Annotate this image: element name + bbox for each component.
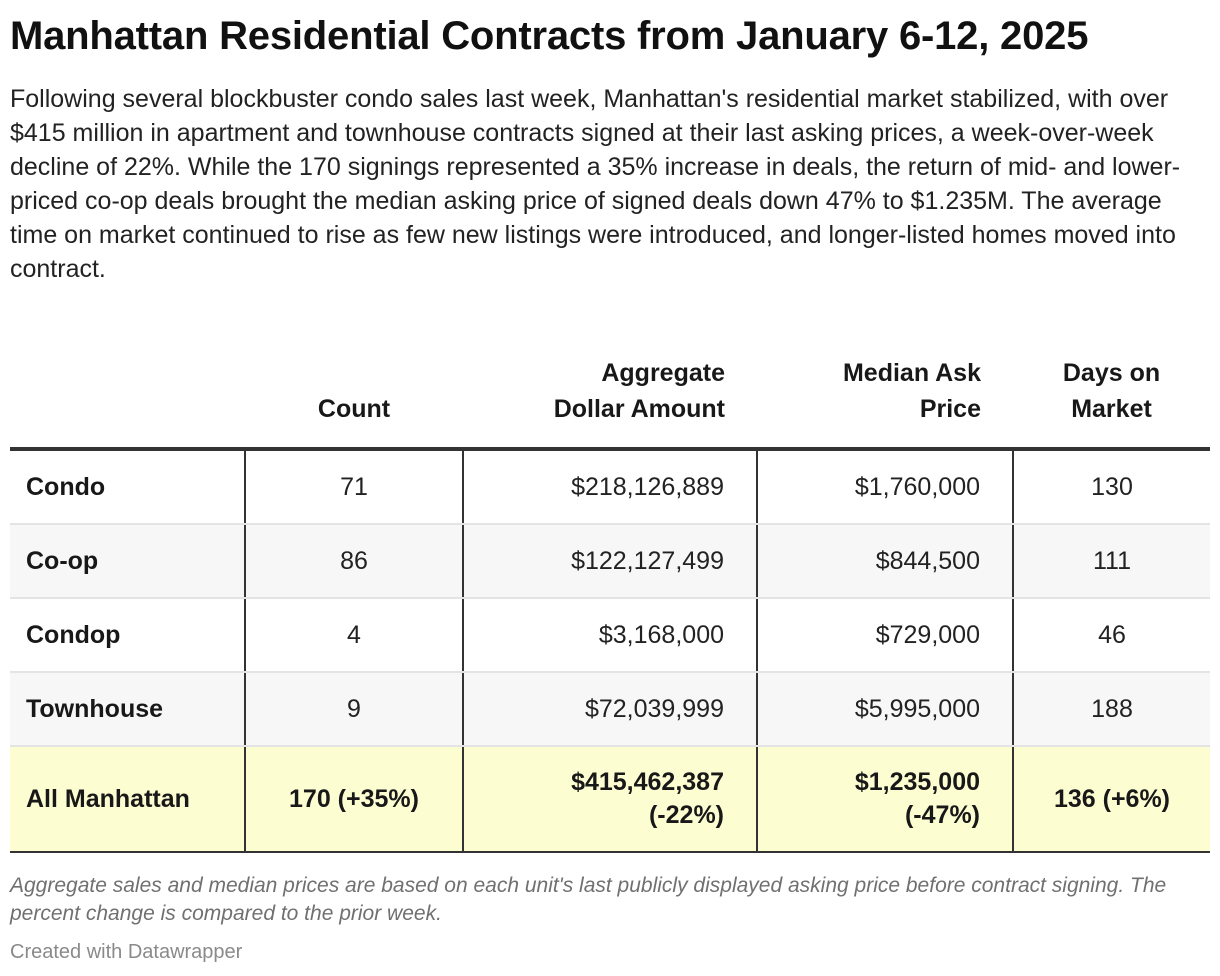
header-days-line1: Days on bbox=[1062, 359, 1161, 387]
total-median-change: (-47%) bbox=[904, 801, 980, 829]
cell-aggregate: $218,126,889 bbox=[462, 449, 757, 525]
cell-count: 4 bbox=[244, 598, 463, 673]
cell-type: Condop bbox=[10, 598, 245, 673]
cell-type: Co-op bbox=[10, 524, 245, 599]
cell-total-days: 136 (+6%) bbox=[1012, 745, 1210, 853]
cell-total-count: 170 (+35%) bbox=[244, 745, 463, 853]
cell-days: 188 bbox=[1012, 672, 1210, 747]
cell-aggregate: $72,039,999 bbox=[462, 672, 757, 747]
table-row: Condo 71 $218,126,889 $1,760,000 130 bbox=[10, 449, 1210, 525]
cell-count: 9 bbox=[244, 672, 463, 747]
cell-aggregate: $3,168,000 bbox=[462, 598, 757, 673]
header-median-line1: Median Ask bbox=[842, 359, 981, 387]
cell-median: $1,760,000 bbox=[756, 449, 1013, 525]
header-count[interactable]: Count bbox=[245, 339, 463, 451]
cell-type: Condo bbox=[10, 449, 245, 525]
cell-days: 111 bbox=[1012, 524, 1210, 599]
cell-days: 130 bbox=[1012, 449, 1210, 525]
header-median[interactable]: Median Ask Price bbox=[757, 339, 1013, 451]
header-days-line2: Market bbox=[1071, 395, 1152, 423]
cell-type: Townhouse bbox=[10, 672, 245, 747]
chart-container: Manhattan Residential Contracts from Jan… bbox=[10, 12, 1210, 853]
header-days[interactable]: Days on Market bbox=[1013, 339, 1210, 451]
total-aggregate-value: $415,462,387 bbox=[571, 768, 724, 796]
header-type[interactable] bbox=[10, 339, 245, 451]
table-row: Co-op 86 $122,127,499 $844,500 111 bbox=[10, 524, 1210, 599]
cell-total-aggregate: $415,462,387 (-22%) bbox=[462, 745, 757, 853]
table-header-row: Count Aggregate Dollar Amount Median Ask P… bbox=[10, 339, 1210, 451]
header-aggregate-line2: Dollar Amount bbox=[553, 395, 725, 423]
table-row: Townhouse 9 $72,039,999 $5,995,000 188 bbox=[10, 672, 1210, 747]
chart-description: Following several blockbuster condo sale… bbox=[10, 85, 1181, 283]
cell-median: $729,000 bbox=[756, 598, 1013, 673]
header-aggregate-line1: Aggregate bbox=[601, 359, 725, 387]
cell-total-median: $1,235,000 (-47%) bbox=[756, 745, 1013, 853]
cell-median: $844,500 bbox=[756, 524, 1013, 599]
cell-count: 86 bbox=[244, 524, 463, 599]
table-row: Condop 4 $3,168,000 $729,000 46 bbox=[10, 598, 1210, 673]
table-total-row: All Manhattan 170 (+35%) $415,462,387 (-2… bbox=[10, 745, 1210, 853]
cell-total-type: All Manhattan bbox=[10, 745, 245, 853]
header-median-line2: Price bbox=[919, 395, 981, 423]
cell-aggregate: $122,127,499 bbox=[462, 524, 757, 599]
header-aggregate[interactable]: Aggregate Dollar Amount bbox=[463, 339, 757, 451]
cell-count: 71 bbox=[244, 449, 463, 525]
total-median-value: $1,235,000 bbox=[854, 768, 980, 796]
chart-title: Manhattan Residential Contracts from Jan… bbox=[10, 14, 1089, 58]
header-count-label: Count bbox=[317, 395, 391, 423]
cell-days: 46 bbox=[1012, 598, 1210, 673]
datawrapper-credit[interactable]: Created with Datawrapper bbox=[10, 941, 243, 963]
contracts-table: Count Aggregate Dollar Amount Median Ask P… bbox=[10, 339, 1210, 853]
chart-notes: Aggregate sales and median prices are ba… bbox=[10, 874, 1167, 925]
total-aggregate-change: (-22%) bbox=[648, 801, 724, 829]
cell-median: $5,995,000 bbox=[756, 672, 1013, 747]
